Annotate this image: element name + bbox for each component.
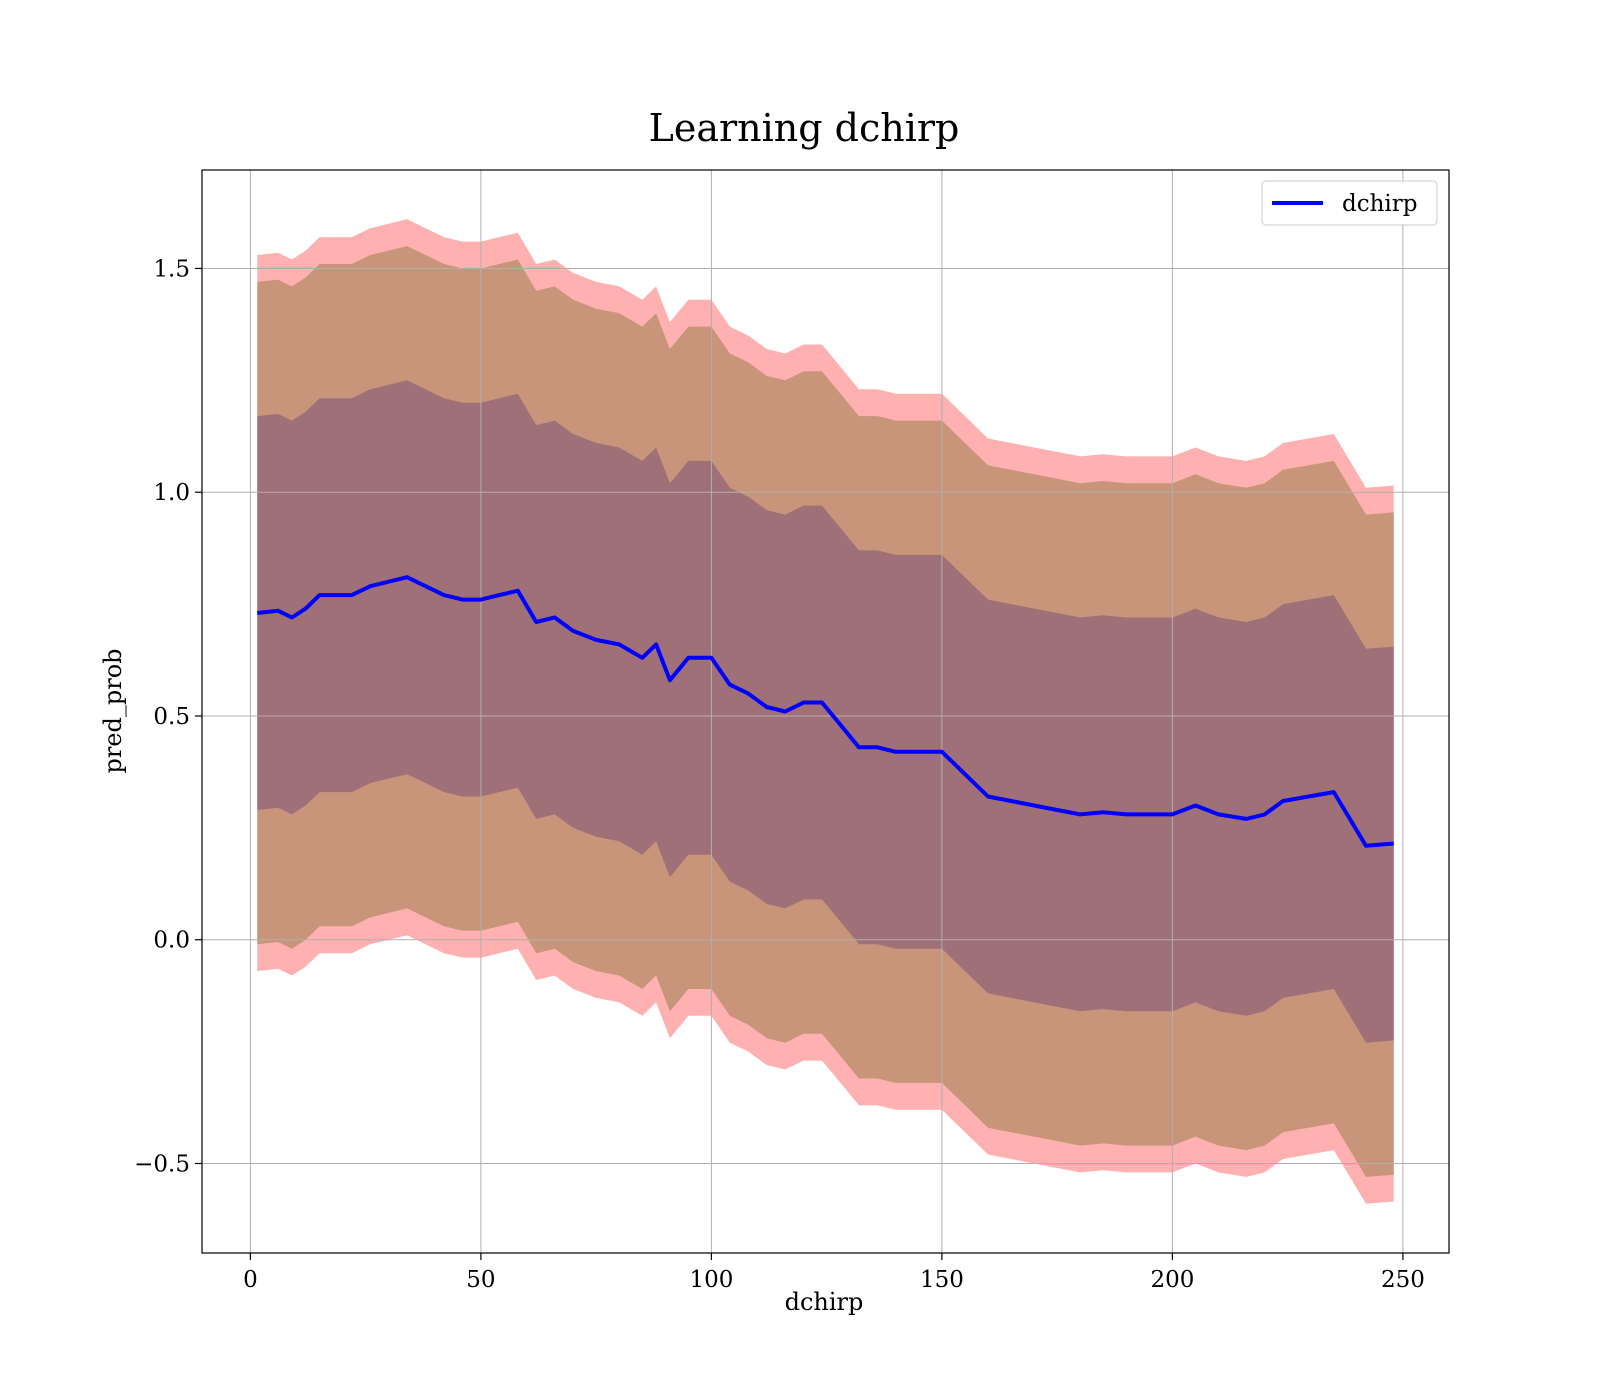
legend-entry-dchirp: dchirp [1342,191,1418,217]
grid [202,170,1449,1253]
x-tick-label: 50 [466,1267,495,1293]
x-tick-label: 150 [920,1267,964,1293]
x-tick-label: 100 [689,1267,733,1293]
y-axis-ticks: −0.5 0.0 0.5 1.0 1.5 [134,256,202,1177]
y-tick-label: 0.0 [153,928,190,954]
chart-title: Learning dchirp [649,106,960,150]
plot-area [201,169,1450,1254]
legend-box [1261,180,1438,226]
series-line-dchirp [257,575,1394,848]
x-axis-label: dchirp [785,1288,864,1316]
band-inner [257,380,1394,1043]
y-tick-label: 0.5 [153,704,190,730]
x-tick-label: 200 [1150,1267,1194,1293]
y-tick-label: −0.5 [134,1151,190,1177]
legend: dchirp [1261,180,1438,226]
y-tick-label: 1.5 [153,256,190,282]
series-lines [257,575,1394,848]
y-tick-label: 1.0 [153,480,190,506]
y-axis-label: pred_prob [99,648,127,773]
plot-frame [201,169,1450,1254]
x-axis-ticks: 0 50 100 150 200 250 [243,1253,1425,1293]
x-tick-label: 0 [243,1267,258,1293]
x-tick-label: 250 [1381,1267,1425,1293]
uncertainty-bands [257,219,1394,1204]
